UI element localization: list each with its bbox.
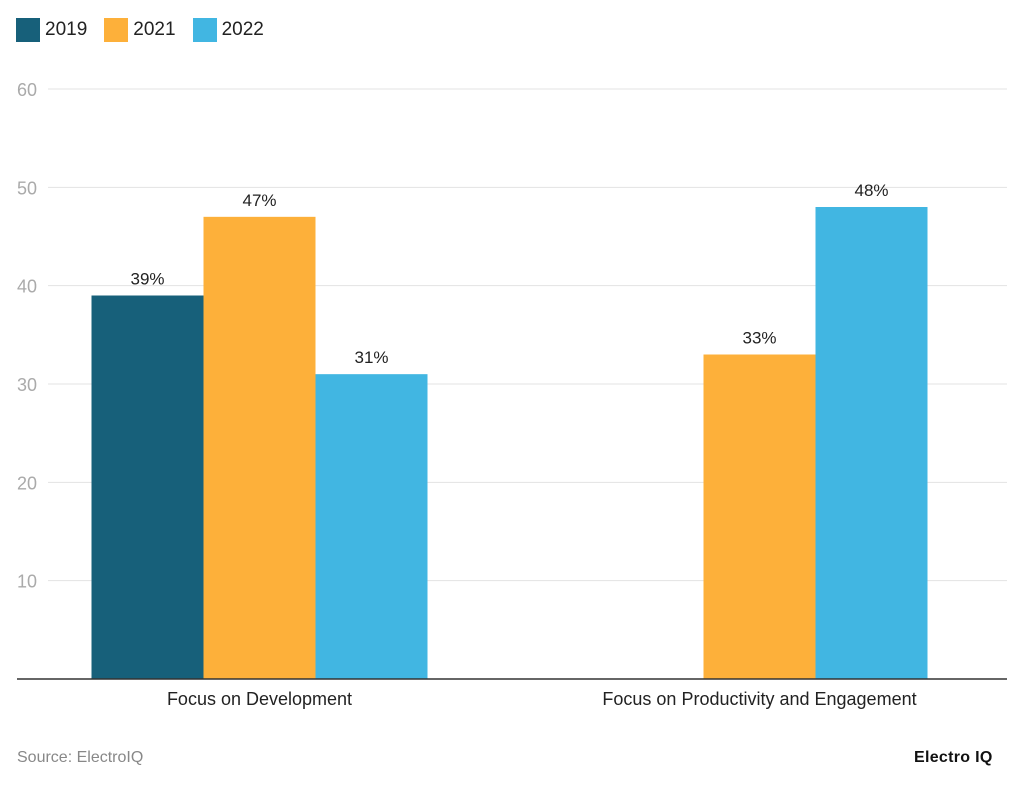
legend-item: 2019 [16, 18, 87, 42]
y-tick-label: 10 [17, 572, 37, 592]
bar-2022 [815, 207, 928, 679]
bar-2022 [315, 374, 428, 679]
y-tick-label: 30 [17, 375, 37, 395]
legend-label: 2022 [221, 19, 264, 40]
electroiq-logo: Electro IQ [914, 749, 993, 766]
legend-label: 2021 [133, 19, 176, 40]
legend-swatch [192, 18, 217, 42]
y-tick-label: 40 [17, 277, 37, 297]
legend-item: 2021 [104, 18, 176, 42]
legend-swatch [16, 18, 40, 42]
legend-swatch [104, 18, 129, 42]
x-tick-label: Focus on Productivity and Engagement [602, 689, 916, 709]
y-tick-label: 60 [17, 80, 37, 100]
data-label: 48% [854, 181, 888, 200]
source-note: Source: ElectroIQ [17, 749, 144, 766]
bar-2021 [203, 216, 316, 680]
y-tick-label: 20 [17, 473, 37, 493]
data-label: 33% [742, 329, 776, 348]
legend-item: 2022 [192, 18, 264, 42]
bar-2021 [703, 354, 816, 679]
legend: 2019 2021 2022 [16, 18, 281, 42]
legend-label: 2019 [45, 19, 88, 40]
data-label: 31% [354, 348, 388, 367]
bar-2019 [91, 295, 204, 679]
data-label: 39% [130, 270, 164, 289]
x-tick-label: Focus on Development [167, 689, 352, 709]
data-label: 47% [242, 191, 276, 210]
y-tick-label: 50 [17, 178, 37, 198]
